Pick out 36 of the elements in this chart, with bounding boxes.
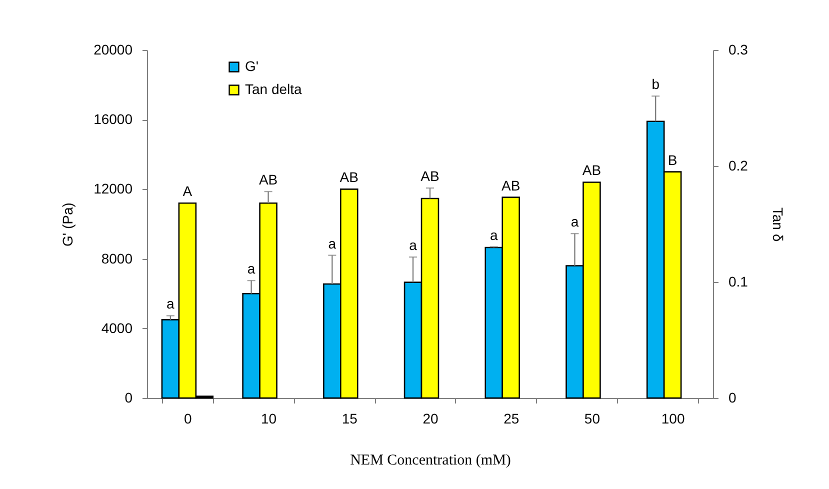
legend-label: Tan delta [245,81,302,97]
data-label: a [570,214,579,230]
data-label: a [328,235,336,252]
y2-tick-label: 0 [728,390,736,406]
y-tick-label: 20000 [94,42,133,58]
data-label: a [166,296,175,312]
data-label: a [490,226,498,243]
data-label: B [668,152,678,168]
x-tick-label: 10 [260,410,277,426]
x-axis-title: NEM Concentration (mM) [350,452,511,468]
y2-tick-label: 0.1 [728,274,748,290]
x-tick-label: 0 [184,410,192,426]
data-label: a [247,260,256,277]
y-axis-title: G' (Pa) [60,202,76,246]
y-tick-label: 0 [124,390,133,406]
data-label: A [182,183,193,200]
legend-label: G' [245,58,259,74]
y-tick-label: 8000 [101,250,133,266]
y-tick-label: 4000 [101,320,133,336]
data-label: AB [340,169,358,186]
data-label: b [652,76,660,92]
x-tick-label: 20 [422,410,438,426]
x-tick-label: 100 [661,410,685,426]
y2-tick-label: 0.2 [728,158,748,174]
data-label: AB [582,162,602,178]
data-label: AB [502,177,520,194]
x-tick-label: 50 [584,410,600,426]
data-label: AB [420,168,440,184]
y-tick-label: 12000 [94,180,133,197]
y2-axis-title: Tan δ [770,207,786,242]
data-label: a [409,237,418,254]
y-tick-label: 16000 [94,111,133,128]
x-tick-label: 15 [342,410,358,426]
y2-tick-label: 0.3 [728,42,748,58]
data-label: AB [258,172,278,188]
x-tick-label: 25 [504,410,520,426]
